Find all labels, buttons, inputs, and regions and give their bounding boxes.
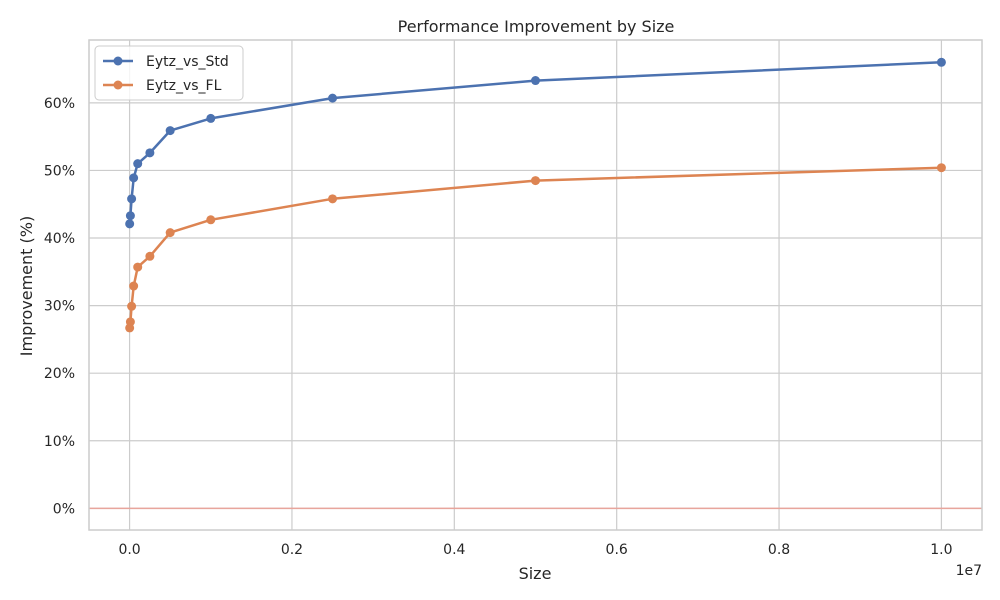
data-point xyxy=(936,163,946,173)
y-tick-label: 40% xyxy=(44,231,75,247)
series-line xyxy=(128,61,942,224)
data-point xyxy=(129,173,139,183)
data-point xyxy=(531,76,540,86)
y-tick-label: 10% xyxy=(44,434,75,450)
legend-marker xyxy=(113,56,123,66)
chart-title: Performance Improvement by Size xyxy=(398,17,675,36)
tick-labels: 0.0 0.2 0.4 0.6 0.8 1.0 0% 10% 20% 30% 40% 50% 60% xyxy=(44,96,953,558)
y-tick-label: 20% xyxy=(44,366,75,382)
data-point xyxy=(328,194,338,204)
data-point xyxy=(328,93,338,103)
x-axis-offset-label: 1e7 xyxy=(956,563,982,579)
data-point xyxy=(125,317,135,327)
data-point xyxy=(936,57,946,67)
y-tick-label: 60% xyxy=(44,96,75,112)
y-tick-label: 30% xyxy=(44,299,75,315)
data-point xyxy=(125,219,135,229)
legend: Eytz_vs_Std Eytz_vs_FL xyxy=(94,45,244,101)
series-line xyxy=(128,166,942,329)
plot-frame xyxy=(88,39,983,531)
legend-marker xyxy=(113,80,123,90)
data-point xyxy=(127,301,137,311)
data-point xyxy=(531,176,540,186)
data-point xyxy=(206,113,216,123)
legend-box xyxy=(94,45,244,101)
x-tick-label: 1.0 xyxy=(930,542,952,558)
data-point xyxy=(127,194,137,204)
data-point xyxy=(133,159,143,169)
data-point xyxy=(145,148,155,158)
grid xyxy=(89,40,982,530)
data-point xyxy=(165,228,175,238)
data-point xyxy=(125,211,135,221)
y-tick-label: 50% xyxy=(44,163,75,179)
data-point xyxy=(129,281,139,291)
x-tick-label: 0.4 xyxy=(443,542,465,558)
series-layer xyxy=(125,57,946,333)
x-tick-label: 0.8 xyxy=(768,542,790,558)
y-axis-label: Improvement (%) xyxy=(17,216,36,356)
data-point xyxy=(145,251,155,261)
data-point xyxy=(133,262,143,272)
x-tick-label: 0.0 xyxy=(118,542,140,558)
x-tick-label: 0.6 xyxy=(606,542,628,558)
legend-entry-label: Eytz_vs_Std xyxy=(146,54,229,70)
x-tick-label: 0.2 xyxy=(281,542,303,558)
data-point xyxy=(206,215,216,225)
y-tick-label: 0% xyxy=(53,501,75,517)
x-axis-label: Size xyxy=(519,564,552,583)
data-point xyxy=(165,126,175,136)
legend-entry-label: Eytz_vs_FL xyxy=(146,78,222,94)
